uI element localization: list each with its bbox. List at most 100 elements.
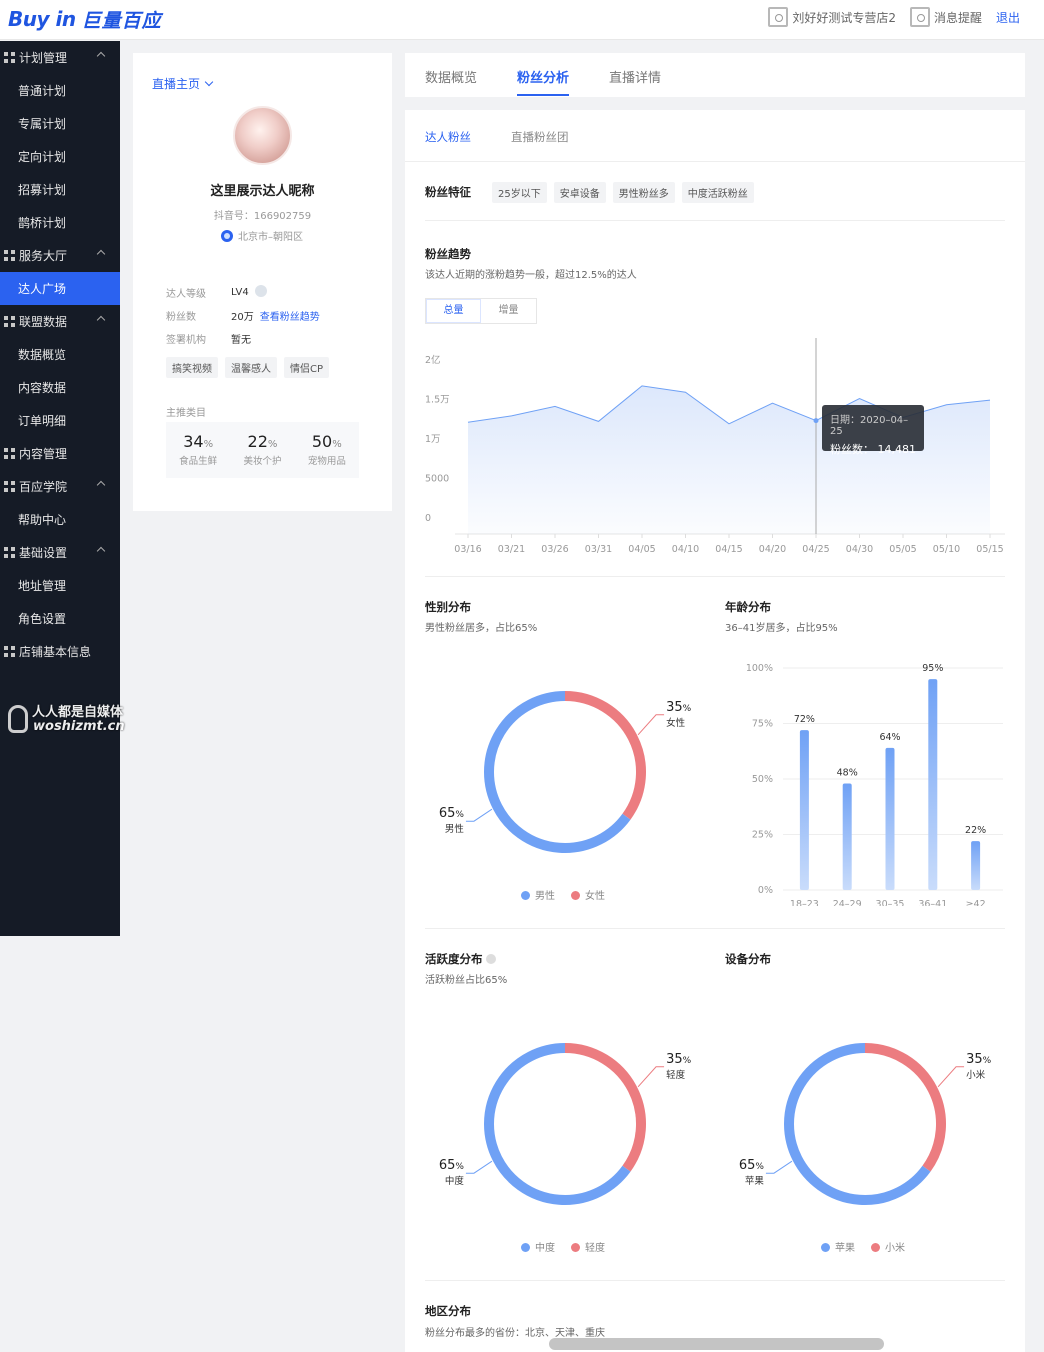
subtab-influencer-fans[interactable]: 达人粉丝: [425, 130, 471, 144]
activity-title-text: 活跃度分布: [425, 952, 483, 966]
age-bar: [885, 747, 895, 890]
hover-point: [813, 418, 819, 424]
view-fans-trend-link[interactable]: 查看粉丝趋势: [259, 312, 320, 323]
tab-fans-analysis[interactable]: 粉丝分析: [517, 67, 570, 96]
toggle-increment[interactable]: 增量: [498, 305, 519, 316]
percent-unit: %: [267, 439, 278, 450]
chevron-up-icon: [96, 480, 106, 490]
sidebar-item[interactable]: 角色设置: [18, 612, 67, 626]
slice-percent-label: 35%: [666, 700, 692, 715]
sidebar-item[interactable]: 地址管理: [18, 579, 67, 593]
legend-item-apple[interactable]: 苹果: [821, 1239, 855, 1254]
age-title: 年龄分布: [725, 600, 771, 614]
sidebar-item[interactable]: 专属计划: [18, 117, 67, 131]
x-tick-label: 03/31: [585, 544, 612, 555]
y-tick-label: 5000: [425, 474, 449, 485]
donut-slice: [564, 1043, 646, 1172]
sidebar-item[interactable]: 鹊桥计划: [18, 216, 67, 230]
legend-dot-icon: [521, 891, 530, 900]
sidebar-item[interactable]: 数据概览: [18, 348, 67, 362]
influencer-tags: 搞笑视频 温馨感人 情侣CP: [166, 357, 330, 378]
analysis-tabs: 数据概览 粉丝分析 直播详情: [405, 53, 1025, 97]
category-percent: 22: [247, 432, 268, 451]
grid-icon: [4, 481, 15, 492]
notifications-button[interactable]: 消息提醒: [909, 7, 982, 27]
activity-subtitle: 活跃粉丝占比65%: [425, 975, 508, 986]
legend-item-xiaomi[interactable]: 小米: [871, 1239, 905, 1254]
x-tick-label: 04/25: [802, 544, 829, 555]
tab-data-overview[interactable]: 数据概览: [425, 71, 478, 86]
x-tick-label: 03/16: [454, 544, 481, 555]
sidebar-item[interactable]: 订单明细: [18, 414, 67, 428]
sidebar-item[interactable]: 定向计划: [18, 150, 67, 164]
tab-live-details[interactable]: 直播详情: [609, 71, 662, 86]
sidebar-group[interactable]: 基础设置: [0, 536, 120, 569]
legend-item-male[interactable]: 男性: [521, 887, 555, 902]
buyin-logo[interactable]: Buy in 巨量百应: [8, 5, 162, 33]
legend-dot-icon: [571, 1243, 580, 1252]
horizontal-scrollbar[interactable]: [549, 1338, 884, 1350]
bell-icon: [909, 7, 930, 27]
info-icon[interactable]: [485, 954, 496, 964]
sidebar-group[interactable]: 内容管理: [0, 437, 120, 470]
x-tick-label: ≥42: [966, 899, 986, 906]
trend-tooltip: 日期：2020–04–25 粉丝数： 14,481: [822, 405, 924, 456]
sidebar-group-label: 服务大厅: [19, 249, 68, 263]
x-tick-label: 04/20: [759, 544, 786, 555]
sidebar-menu: 计划管理普通计划专属计划定向计划招募计划鹊桥计划服务大厅达人广场 联盟数据数据概览…: [0, 41, 120, 668]
watermark-text-1: 人人都是自媒体: [32, 705, 124, 720]
influencer-profile-card: 直播主页 这里展示达人昵称 抖音号：166902759 北京市–朝阳区 达人等级…: [133, 53, 392, 511]
y-tick-label: 100%: [746, 663, 773, 674]
label-leader-line: [937, 1066, 965, 1088]
legend-item-light[interactable]: 轻度: [571, 1239, 605, 1254]
sidebar-group[interactable]: 店铺基本信息: [0, 635, 120, 668]
divider: [405, 161, 1025, 162]
device-donut-chart: 35% 小米 65% 苹果: [739, 1043, 992, 1205]
legend-label: 小米: [885, 1243, 905, 1254]
logo-text-en: Buy in: [8, 7, 76, 31]
y-tick-label: 75%: [752, 719, 773, 730]
toggle-total[interactable]: 总量: [426, 299, 481, 323]
subtab-live-fan-club[interactable]: 直播粉丝团: [511, 130, 569, 144]
label-leader-line: [465, 1160, 493, 1174]
sidebar-group[interactable]: 百应学院: [0, 470, 120, 503]
slice-percent-label: 35%: [666, 1052, 692, 1067]
level-row: 达人等级 LV4: [166, 285, 267, 300]
tooltip-value: 粉丝数： 14,481: [830, 443, 916, 456]
live-home-dropdown[interactable]: 直播主页: [152, 75, 214, 92]
logo-text-cn: 巨量百应: [81, 9, 162, 32]
sidebar-item[interactable]: 内容数据: [18, 381, 67, 395]
divider: [425, 1280, 1005, 1281]
influencer-nickname: 这里展示达人昵称: [210, 184, 315, 199]
legend-item-female[interactable]: 女性: [571, 887, 605, 902]
legend-dot-icon: [821, 1243, 830, 1252]
category-percent: 50: [311, 432, 333, 451]
fans-features-title: 粉丝特征: [425, 185, 471, 199]
sidebar-group[interactable]: 联盟数据: [0, 305, 120, 338]
sidebar-group[interactable]: 服务大厅: [0, 239, 120, 272]
feature-tag: 安卓设备: [553, 182, 606, 203]
legend-item-moderate[interactable]: 中度: [521, 1239, 555, 1254]
y-tick-label: 0: [425, 513, 431, 524]
bar-value-label: 22%: [965, 825, 986, 836]
sidebar-item[interactable]: 招募计划: [18, 183, 67, 197]
sidebar-item[interactable]: 帮助中心: [18, 513, 67, 527]
y-tick-label: 50%: [752, 774, 773, 785]
slice-category-label: 轻度: [666, 1069, 686, 1081]
logout-link[interactable]: 退出: [995, 10, 1020, 25]
sidebar-item[interactable]: 达人广场: [0, 272, 120, 305]
age-bar: [842, 783, 852, 890]
gender-legend: 男性 女性: [521, 887, 605, 902]
sidebar-item[interactable]: 普通计划: [18, 84, 67, 98]
store-name: 刘好好测试专营店2: [792, 10, 896, 25]
grid-icon: [4, 316, 15, 327]
region-subtitle: 粉丝分布最多的省份：北京、天津、重庆: [425, 1328, 605, 1339]
feature-tag: 男性粉丝多: [612, 182, 675, 203]
store-switcher[interactable]: 刘好好测试专营店2: [768, 7, 896, 27]
device-legend: 苹果 小米: [821, 1239, 905, 1254]
watermark: 人人都是自媒体 woshizmt.cn: [6, 697, 131, 739]
sidebar-group[interactable]: 计划管理: [0, 41, 120, 74]
x-tick-label: 18–23: [790, 899, 819, 906]
age-bar: [971, 841, 981, 890]
fans-row: 粉丝数 20万 查看粉丝趋势: [166, 308, 320, 323]
